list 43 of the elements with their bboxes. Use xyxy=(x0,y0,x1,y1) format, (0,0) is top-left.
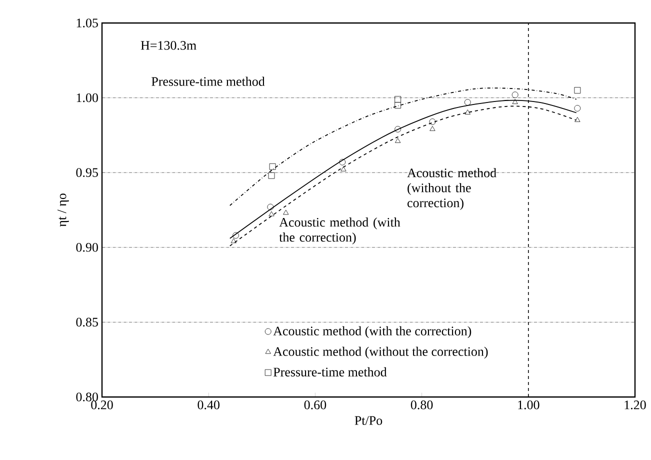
point xyxy=(512,99,518,104)
point xyxy=(394,102,402,108)
point xyxy=(512,92,518,98)
point xyxy=(395,138,401,143)
point xyxy=(429,118,436,125)
y-tick-label: 1.05 xyxy=(76,18,98,28)
x-tick-label: 0.80 xyxy=(410,400,433,410)
x-tick-label: 0.60 xyxy=(304,400,326,410)
point xyxy=(574,117,580,122)
point xyxy=(340,166,346,172)
point xyxy=(574,87,581,94)
point xyxy=(464,99,471,106)
annotation: Acoustic method (with the correction) xyxy=(279,218,400,244)
point xyxy=(430,126,436,131)
annotation: Pressure-time method xyxy=(152,76,265,86)
y-tick-label: 0.95 xyxy=(76,168,98,178)
point xyxy=(283,210,289,215)
point xyxy=(339,158,346,166)
point xyxy=(574,105,581,112)
x-tick-label: 1.00 xyxy=(518,400,540,410)
x-tick-label: 0.40 xyxy=(198,400,220,410)
annotation: Acoustic method (without the correction) xyxy=(407,168,496,210)
x-tick-label: 0.20 xyxy=(91,400,113,410)
point xyxy=(269,163,276,170)
point xyxy=(394,126,402,132)
x-tick-label: 1.20 xyxy=(624,400,646,410)
legend-label: Pressure-time method xyxy=(273,367,387,376)
y-tick-label: 1.00 xyxy=(76,93,98,102)
point xyxy=(230,238,236,244)
legend-label: Acoustic method (without the correction) xyxy=(273,346,488,359)
point xyxy=(232,232,239,239)
y-tick-label: 0.85 xyxy=(76,318,98,327)
point xyxy=(268,211,274,216)
y-tick-label: 0.80 xyxy=(76,392,98,402)
point xyxy=(267,204,274,210)
point xyxy=(268,172,275,179)
point xyxy=(464,110,470,114)
y-tick-label: 0.90 xyxy=(76,242,98,252)
annotation: H=130.3m xyxy=(140,41,196,50)
y-axis-title: ηt / ηo xyxy=(58,194,69,227)
point xyxy=(394,96,402,102)
legend-label: Acoustic method (with the correction) xyxy=(273,326,472,338)
x-axis-title: Pt/Po xyxy=(354,416,382,425)
